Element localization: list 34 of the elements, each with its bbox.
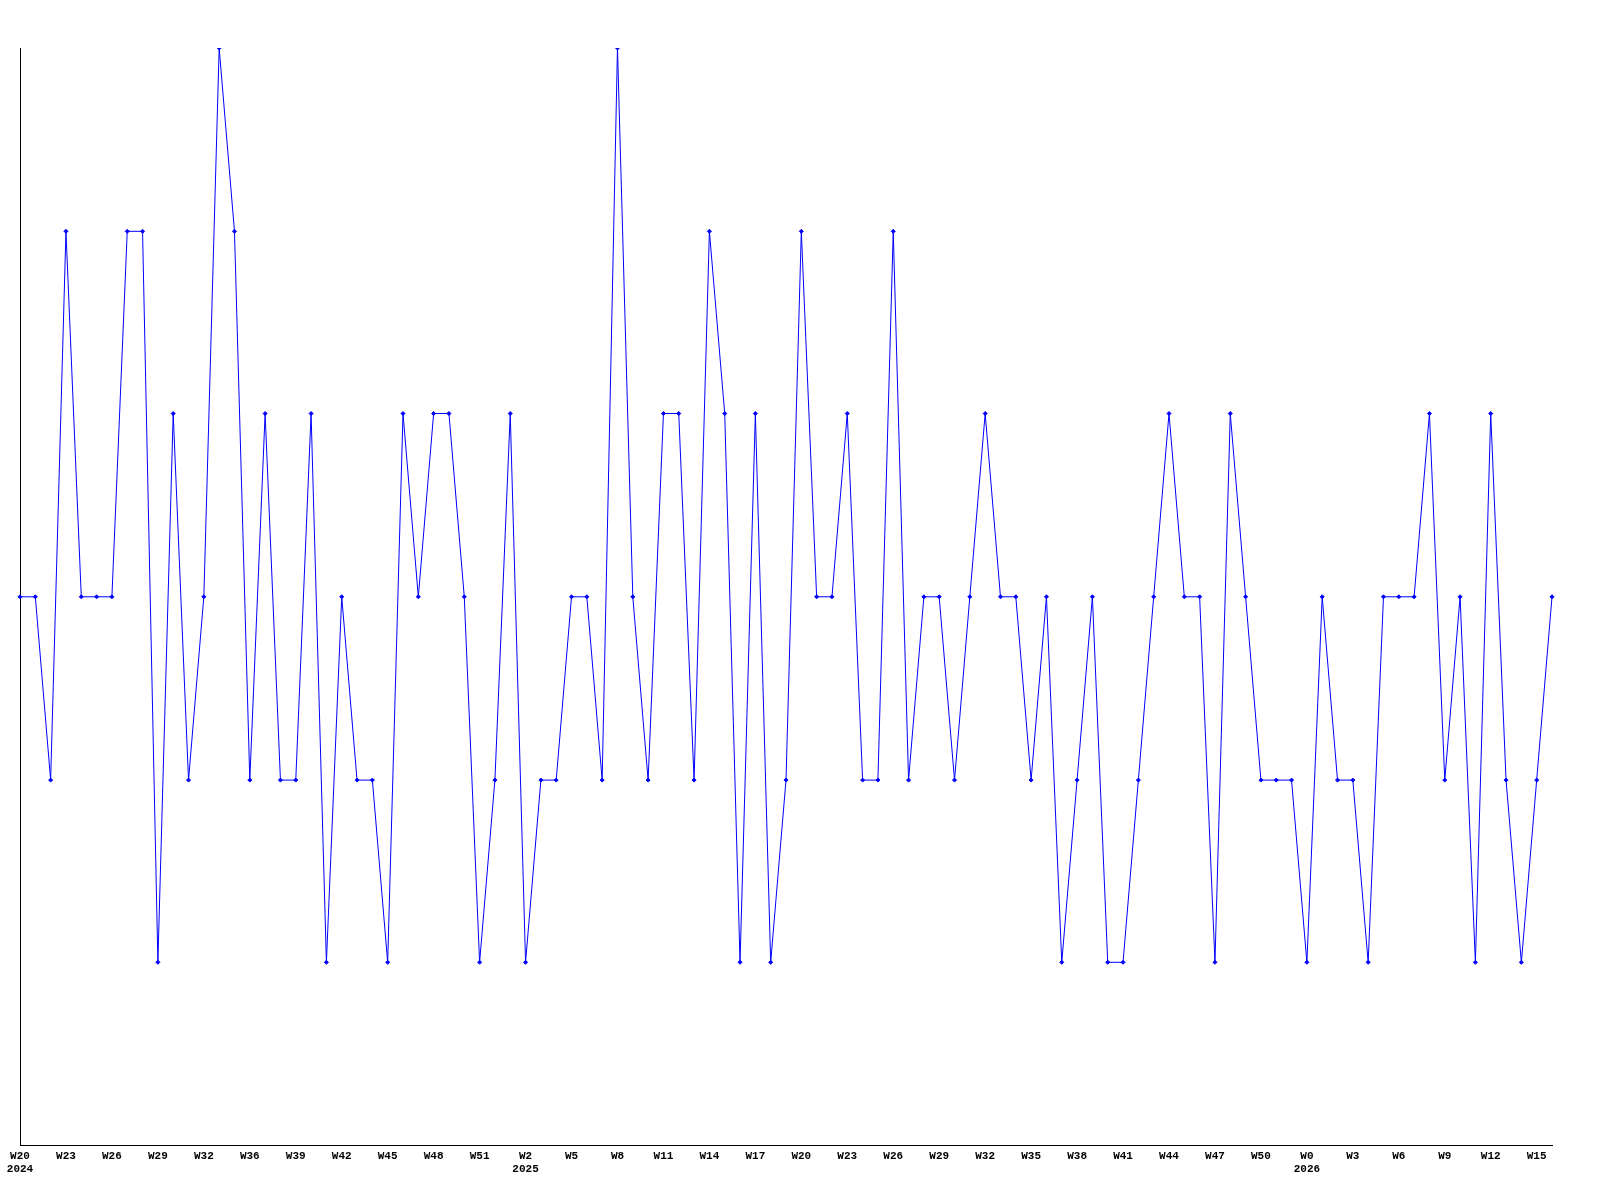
x-tick-label: W38 <box>1067 1149 1088 1162</box>
x-tick-label: W26 <box>883 1149 904 1162</box>
x-tick-label: W3 <box>1346 1149 1360 1162</box>
x-tick-label: W51 <box>469 1149 490 1162</box>
x-tick-label: W6 <box>1392 1149 1406 1162</box>
x-tick-label: W47 <box>1205 1149 1225 1162</box>
x-tick-label: W29 <box>147 1149 168 1162</box>
x-tick-label: W9 <box>1438 1149 1452 1162</box>
x-tick-label: W32 <box>193 1149 214 1162</box>
x-tick-label: W44 <box>1159 1149 1180 1162</box>
x-tick-label: W29 <box>929 1149 950 1162</box>
x-tick-label: W8 <box>610 1149 625 1162</box>
x-tick-label: W32 <box>975 1149 996 1162</box>
x-tick-label: W20 2024 <box>6 1149 34 1176</box>
x-tick-label: W48 <box>423 1149 444 1162</box>
x-tick-label: W0 2026 <box>1293 1149 1321 1176</box>
x-tick-label: W35 <box>1021 1149 1042 1162</box>
x-tick-label: W26 <box>102 1149 122 1162</box>
x-tick-label: W14 <box>699 1149 720 1162</box>
x-tick-label: W45 <box>377 1149 398 1162</box>
x-tick-label: W20 <box>791 1149 812 1162</box>
x-tick-label: W15 <box>1526 1149 1547 1162</box>
x-tick-label: W39 <box>285 1149 306 1162</box>
x-tick-label: W12 <box>1480 1149 1501 1162</box>
x-tick-label: W5 <box>564 1149 579 1162</box>
x-tick-label: W50 <box>1251 1149 1271 1162</box>
x-tick-label: W23 <box>837 1149 858 1162</box>
x-tick-label: W36 <box>239 1149 260 1162</box>
x-tick-label: W42 <box>331 1149 352 1162</box>
x-tick-label: W2 2025 <box>512 1149 540 1176</box>
x-tick-label: W17 <box>745 1149 766 1162</box>
x-tick-label: W41 <box>1113 1149 1134 1162</box>
x-tick-label: W11 <box>653 1149 674 1162</box>
x-tick-label: W23 <box>56 1149 77 1162</box>
